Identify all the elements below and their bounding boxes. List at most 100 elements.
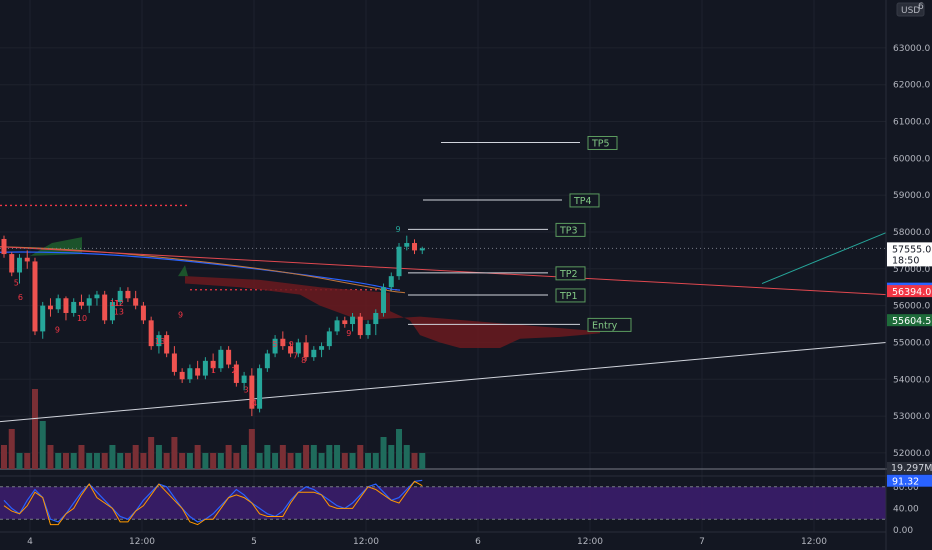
candle-body	[32, 261, 38, 332]
candle-body	[156, 335, 162, 347]
volume-bar	[403, 445, 410, 469]
candle-body	[109, 301, 115, 321]
sequence-count-label: 5	[272, 340, 277, 349]
volume-bar	[357, 445, 364, 469]
candle-body	[195, 368, 201, 376]
volume-bar	[55, 453, 62, 469]
candle-body	[40, 305, 46, 332]
oscillator-value-label: 91.32	[892, 477, 919, 488]
volume-bar	[1, 445, 7, 469]
time-tick-label: 12:00	[353, 537, 379, 547]
price-axis[interactable]: 63000.0 62000.0 61000.0 60000.0 59000.0 58000…	[885, 0, 932, 550]
volume-bar	[233, 453, 240, 469]
candle-body	[334, 320, 340, 332]
price-tick-label: 62000.0	[893, 81, 930, 91]
volume-bar	[78, 445, 85, 469]
sequence-count-label: 9	[178, 310, 183, 319]
sequence-count-label: 2	[231, 366, 236, 375]
candle-body	[241, 375, 247, 383]
volume-bar	[93, 453, 100, 469]
price-label-box	[887, 285, 932, 298]
candle-body	[264, 353, 270, 369]
candle-body	[226, 349, 232, 365]
candle-body	[148, 320, 154, 347]
volume-bar	[109, 445, 116, 469]
price-tick-label: 63000.0	[893, 44, 930, 54]
candle-body	[125, 290, 131, 299]
candle-body	[218, 349, 224, 369]
sequence-count-label: 13	[155, 337, 165, 346]
candle-body	[311, 349, 317, 358]
candle-body	[117, 290, 123, 302]
volume-bar	[411, 453, 418, 469]
volume-bar	[31, 389, 38, 469]
volume-bar	[380, 437, 387, 469]
candle-body	[404, 243, 410, 247]
candle-body	[357, 316, 363, 336]
volume-bar	[256, 453, 263, 469]
candle-body	[16, 257, 22, 273]
candle-body	[187, 368, 193, 380]
sequence-count-label: 8	[301, 356, 306, 365]
candle-body	[396, 246, 402, 277]
volume-bar	[62, 453, 69, 469]
volume-bar	[349, 453, 356, 469]
volume-bar	[303, 445, 310, 469]
volume-bar	[279, 445, 286, 469]
volume-bar	[287, 453, 294, 469]
volume-value-label: 19.297M	[891, 463, 932, 474]
volume-bar	[419, 453, 426, 469]
candle-body	[202, 360, 208, 376]
sequence-count-label: 11	[110, 299, 120, 308]
currency-button[interactable]: USD	[896, 2, 925, 17]
candle-body	[179, 371, 185, 380]
time-axis[interactable]: 4 12:00 5 12:00 6 12:00 7 12:00	[0, 531, 886, 547]
price-label-text: 57555.0	[892, 244, 931, 255]
price-tick-label: 57000.0	[893, 265, 930, 275]
volume-bar	[264, 445, 271, 469]
oscillator-k-line	[3, 479, 423, 523]
time-tick-label: 6	[475, 537, 481, 547]
target-tag-label-tp1: TP1	[559, 291, 578, 302]
price-label-countdown: 18:50	[892, 255, 919, 266]
moving-average-orange	[0, 246, 406, 294]
candle-body	[102, 294, 108, 321]
candle-body	[249, 375, 255, 409]
volume-bar	[210, 453, 217, 469]
volume-bar	[163, 453, 170, 469]
sequence-count-label: 9	[396, 225, 401, 234]
price-tick-label: 61000.0	[893, 118, 930, 128]
volume-bar	[341, 453, 348, 469]
volume-bar	[47, 445, 54, 469]
volume-bar	[117, 453, 124, 469]
volume-bar	[326, 445, 333, 469]
candle-body	[140, 305, 146, 321]
time-tick-label: 12:00	[577, 537, 603, 547]
price-tick-label: 56000.0	[893, 302, 930, 312]
target-tag-box-tp5	[587, 136, 618, 150]
projection-line	[761, 232, 887, 284]
candle-body	[9, 254, 15, 273]
volume-bar	[365, 453, 372, 469]
sequence-count-label: 9	[346, 329, 351, 338]
volume-bar	[186, 453, 193, 469]
sequence-count-label: 12	[114, 299, 124, 308]
candle-body	[342, 320, 348, 325]
sequence-count-label: 3	[244, 386, 249, 395]
candles	[1, 235, 425, 417]
candle-body	[71, 301, 77, 313]
price-tick-label: 59000.0	[893, 191, 930, 201]
sequence-count-label: 1	[211, 366, 216, 375]
candle-body	[63, 298, 69, 313]
price-tick-label: 53000.0	[893, 412, 930, 422]
price-tick-label: 54000.0	[893, 375, 930, 385]
candle-body	[350, 316, 356, 325]
volume-value-box	[887, 462, 932, 474]
candle-body	[288, 346, 294, 354]
volume-bar	[248, 429, 255, 469]
sequence-count-label: 7	[293, 351, 298, 360]
candle-body	[412, 243, 418, 251]
